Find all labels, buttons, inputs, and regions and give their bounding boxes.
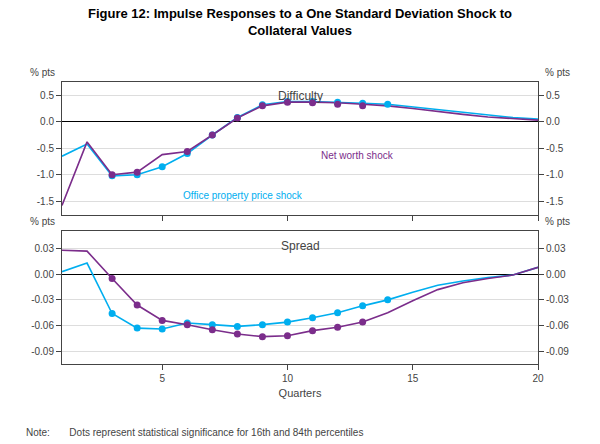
svg-text:-1.0: -1.0 xyxy=(37,169,55,180)
svg-text:10: 10 xyxy=(282,373,294,384)
svg-text:-0.5: -0.5 xyxy=(37,143,55,154)
svg-text:-0.03: -0.03 xyxy=(31,294,54,305)
svg-text:0.00: 0.00 xyxy=(546,269,566,280)
svg-text:0.00: 0.00 xyxy=(35,269,55,280)
svg-text:20: 20 xyxy=(532,373,544,384)
svg-text:-1.5: -1.5 xyxy=(546,196,564,207)
svg-text:Office property price shock: Office property price shock xyxy=(183,190,303,201)
svg-text:0.03: 0.03 xyxy=(546,243,566,254)
svg-text:Quarters: Quarters xyxy=(279,387,322,399)
svg-text:-0.09: -0.09 xyxy=(31,346,54,357)
svg-text:-0.03: -0.03 xyxy=(546,294,569,305)
svg-text:-0.09: -0.09 xyxy=(546,346,569,357)
svg-text:0.0: 0.0 xyxy=(40,116,54,127)
svg-text:0.03: 0.03 xyxy=(35,243,55,254)
svg-text:-0.5: -0.5 xyxy=(546,143,564,154)
svg-text:Net worth shock: Net worth shock xyxy=(321,150,394,161)
svg-text:-1.0: -1.0 xyxy=(546,169,564,180)
svg-text:5: 5 xyxy=(159,373,165,384)
svg-text:Spread: Spread xyxy=(281,239,320,253)
svg-text:Difficulty: Difficulty xyxy=(278,89,323,103)
svg-text:15: 15 xyxy=(407,373,419,384)
svg-text:-0.06: -0.06 xyxy=(546,320,569,331)
svg-text:Note: Dots represent sta: Note: Dots represent statistical signifi… xyxy=(26,427,363,438)
svg-text:% pts: % pts xyxy=(545,67,570,78)
svg-text:% pts: % pts xyxy=(30,216,55,227)
svg-text:0.5: 0.5 xyxy=(40,90,54,101)
svg-text:-1.5: -1.5 xyxy=(37,196,55,207)
svg-text:-0.06: -0.06 xyxy=(31,320,54,331)
svg-text:Figure 12: Impulse Responses t: Figure 12: Impulse Responses to a One St… xyxy=(88,6,512,38)
svg-text:% pts: % pts xyxy=(545,216,570,227)
svg-text:0.0: 0.0 xyxy=(546,116,560,127)
svg-text:% pts: % pts xyxy=(30,67,55,78)
svg-text:0.5: 0.5 xyxy=(546,90,560,101)
